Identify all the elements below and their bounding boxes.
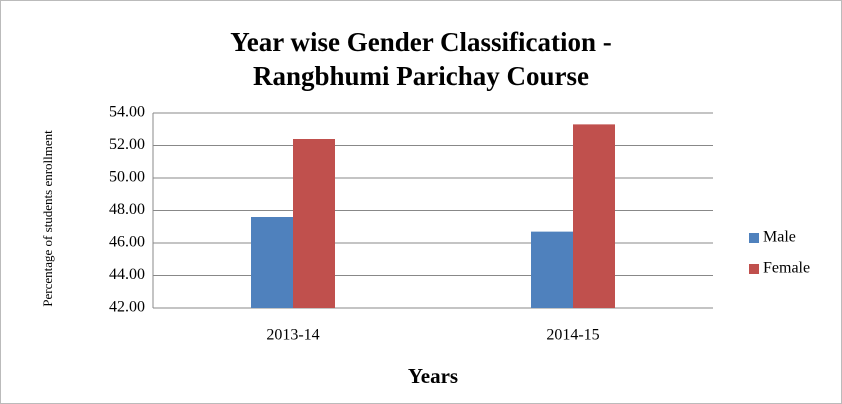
y-tick-label: 54.00 — [109, 104, 145, 121]
y-tick-label: 44.00 — [109, 266, 145, 283]
x-axis-label: Years — [408, 364, 458, 388]
chart-title: Year wise Gender Classification - Rangbh… — [230, 27, 612, 91]
legend-label: Female — [763, 260, 810, 277]
y-axis-label: Percentage of students enrollment — [40, 130, 55, 307]
legend-swatch — [749, 233, 759, 243]
bar — [251, 217, 293, 308]
y-tick-label: 48.00 — [109, 201, 145, 218]
x-tick-label: 2013-14 — [266, 327, 319, 344]
bar — [293, 139, 335, 308]
legend-label: Male — [763, 229, 796, 246]
y-tick-label: 50.00 — [109, 169, 145, 186]
x-tick-label: 2014-15 — [546, 327, 599, 344]
y-tick-label: 42.00 — [109, 299, 145, 316]
bar — [531, 231, 573, 308]
bar — [573, 124, 615, 308]
y-tick-label: 52.00 — [109, 136, 145, 153]
y-tick-label: 46.00 — [109, 234, 145, 251]
legend-swatch — [749, 264, 759, 274]
